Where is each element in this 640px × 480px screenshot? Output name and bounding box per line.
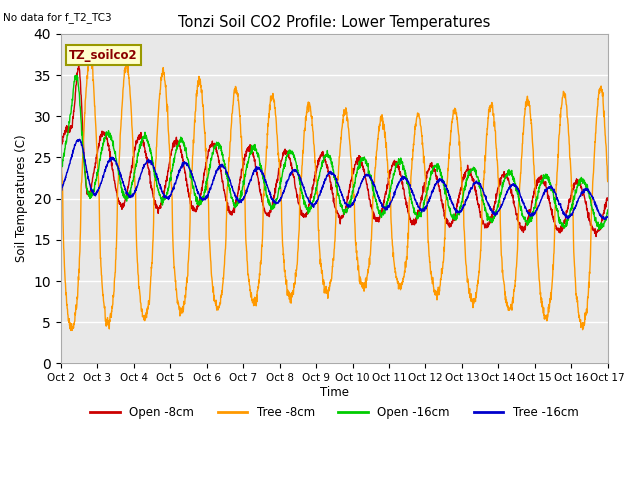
Open -16cm [72, 72, 80, 78]
Y-axis label: Soil Temperatures (C): Soil Temperatures (C) [15, 135, 28, 263]
X-axis label: Time: Time [320, 386, 349, 399]
Line: Open -8cm: Open -8cm [61, 65, 608, 237]
Tree -8cm [362, 275, 370, 280]
Tree -8cm [57, 152, 65, 157]
Tree -16cm [210, 178, 218, 183]
Open -16cm [362, 157, 370, 163]
Open -16cm [350, 181, 358, 187]
Tree -8cm [604, 179, 612, 184]
Open -8cm [571, 180, 579, 186]
Tree -8cm [210, 298, 218, 303]
Line: Tree -8cm: Tree -8cm [61, 56, 608, 330]
Open -8cm [362, 178, 370, 183]
Open -16cm [210, 147, 218, 153]
Title: Tonzi Soil CO2 Profile: Lower Temperatures: Tonzi Soil CO2 Profile: Lower Temperatur… [178, 15, 490, 30]
Text: TZ_soilco2: TZ_soilco2 [69, 48, 138, 61]
Open -16cm [57, 167, 65, 172]
Line: Open -16cm: Open -16cm [61, 75, 608, 229]
Legend: Open -8cm, Tree -8cm, Open -16cm, Tree -16cm: Open -8cm, Tree -8cm, Open -16cm, Tree -… [86, 401, 583, 423]
Open -16cm [493, 205, 501, 211]
Tree -8cm [67, 327, 75, 333]
Tree -8cm [571, 274, 579, 279]
Tree -16cm [571, 206, 579, 212]
Tree -8cm [351, 202, 358, 208]
Open -16cm [571, 192, 579, 198]
Open -8cm [57, 142, 65, 148]
Tree -8cm [86, 53, 93, 59]
Open -8cm [604, 196, 612, 202]
Tree -8cm [556, 122, 564, 128]
Open -8cm [493, 190, 501, 195]
Tree -16cm [604, 214, 612, 220]
Tree -8cm [493, 162, 501, 168]
Tree -16cm [362, 173, 370, 179]
Tree -16cm [493, 211, 501, 217]
Open -8cm [592, 234, 600, 240]
Open -16cm [556, 217, 563, 223]
Open -8cm [350, 166, 358, 171]
Open -8cm [210, 144, 218, 150]
Tree -16cm [602, 216, 609, 222]
Text: No data for f_T2_TC3: No data for f_T2_TC3 [3, 12, 112, 23]
Line: Tree -16cm: Tree -16cm [61, 139, 608, 219]
Tree -16cm [350, 198, 358, 204]
Tree -16cm [76, 136, 83, 142]
Open -8cm [556, 227, 563, 232]
Open -16cm [595, 227, 603, 232]
Open -16cm [604, 207, 612, 213]
Open -8cm [75, 62, 83, 68]
Tree -16cm [556, 201, 563, 207]
Tree -16cm [57, 187, 65, 193]
